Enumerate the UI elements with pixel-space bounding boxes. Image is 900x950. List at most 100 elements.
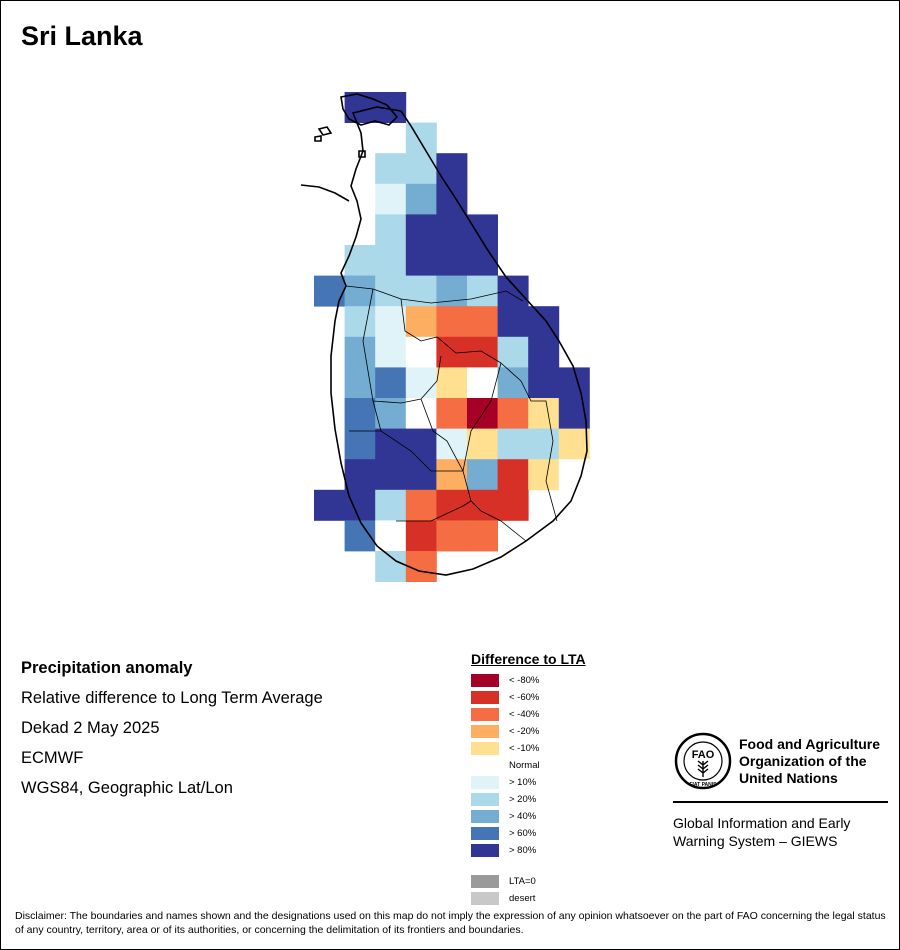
grid-cell xyxy=(375,489,407,521)
grid-cell xyxy=(344,336,376,368)
grid-cell xyxy=(405,153,437,185)
grid-cell xyxy=(405,122,437,154)
legend-label: LTA=0 xyxy=(509,876,536,887)
legend-swatch xyxy=(471,725,499,738)
grid-cell xyxy=(405,183,437,215)
info-heading: Precipitation anomaly xyxy=(21,659,193,677)
grid-cell xyxy=(375,306,407,338)
legend-item: < -40% xyxy=(471,707,586,724)
legend-label: > 40% xyxy=(509,811,537,822)
disclaimer: Disclaimer: The boundaries and names sho… xyxy=(15,910,886,936)
giews-name: Global Information and Early Warning Sys… xyxy=(673,815,851,849)
logo-divider xyxy=(673,801,888,803)
grid-cell xyxy=(344,92,376,123)
legend-swatch xyxy=(471,892,499,905)
legend-swatch xyxy=(471,844,499,857)
grid-cell xyxy=(314,489,345,521)
northern-islets xyxy=(314,126,366,158)
grid-cell xyxy=(467,428,498,460)
grid-cell xyxy=(436,245,468,276)
north-central-boundary xyxy=(400,298,502,364)
grid-cell xyxy=(436,367,468,399)
grid-cell xyxy=(405,489,437,521)
grid-cell xyxy=(405,214,437,246)
legend-item: > 20% xyxy=(471,792,586,809)
grid-cell xyxy=(528,398,560,429)
grid-cell xyxy=(436,275,468,307)
legend-item: < -20% xyxy=(471,724,586,741)
grid-cell xyxy=(528,306,560,338)
anomaly-grid xyxy=(314,92,590,582)
grid-cell xyxy=(467,275,498,307)
grid-cell xyxy=(405,398,437,429)
grid-cell xyxy=(558,459,590,491)
map-title: Sri Lanka xyxy=(21,21,143,51)
legend-swatch xyxy=(471,708,499,721)
coastline-outline xyxy=(300,93,588,576)
legend-label: < -60% xyxy=(509,692,540,703)
info-period: Dekad 2 May 2025 xyxy=(21,719,160,737)
grid-cell xyxy=(467,520,498,552)
grid-cell xyxy=(497,275,529,307)
legend-swatch xyxy=(471,742,499,755)
info-projection: WGS84, Geographic Lat/Lon xyxy=(21,779,233,797)
grid-cell xyxy=(344,275,376,307)
grid-cell xyxy=(344,520,376,552)
svg-text:FIAT PANIS: FIAT PANIS xyxy=(689,782,717,788)
grid-cell xyxy=(528,428,560,460)
info-subtitle: Relative difference to Long Term Average xyxy=(21,689,323,707)
grid-cell xyxy=(344,398,376,429)
mannar-coast xyxy=(300,184,350,202)
grid-cell xyxy=(405,245,437,276)
legend-swatch xyxy=(471,691,499,704)
grid-cell xyxy=(405,428,437,460)
grid-cell xyxy=(375,153,407,185)
grid-cell xyxy=(344,459,376,491)
legend-label: > 60% xyxy=(509,828,537,839)
grid-cell xyxy=(344,367,376,399)
uva-boundary xyxy=(500,362,558,522)
grid-cell xyxy=(497,336,529,368)
legend-item: desert xyxy=(471,891,586,908)
legend-title: Difference to LTA xyxy=(471,651,586,667)
legend-swatch xyxy=(471,875,499,888)
grid-cell xyxy=(405,459,437,491)
legend-swatch xyxy=(471,793,499,806)
grid-cell xyxy=(405,367,437,399)
grid-cell xyxy=(375,520,407,552)
legend-item: Normal xyxy=(471,758,586,775)
legend-item: < -60% xyxy=(471,690,586,707)
fao-emblem-icon: FAO FIAT PANIS xyxy=(674,732,732,790)
legend-label: < -40% xyxy=(509,709,540,720)
legend-label: < -20% xyxy=(509,726,540,737)
legend-item: > 80% xyxy=(471,843,586,860)
grid-cell xyxy=(405,336,437,368)
grid-cell xyxy=(436,520,468,552)
grid-cell xyxy=(314,275,345,307)
grid-cell xyxy=(467,245,498,276)
grid-cell xyxy=(375,336,407,368)
grid-cell xyxy=(436,459,468,491)
grid-cell xyxy=(436,398,468,429)
grid-cell xyxy=(467,489,498,521)
legend-swatch xyxy=(471,674,499,687)
island-coastline xyxy=(330,106,588,576)
grid-cell xyxy=(405,306,437,338)
grid-cell xyxy=(497,459,529,491)
legend-label: > 80% xyxy=(509,845,537,856)
grid-cell xyxy=(344,245,376,276)
org-name: Food and Agriculture Organization of the… xyxy=(739,736,881,786)
legend-item: > 60% xyxy=(471,826,586,843)
central-west-boundary xyxy=(362,288,442,404)
grid-cell xyxy=(375,459,407,491)
grid-cell xyxy=(375,214,407,246)
grid-cell xyxy=(436,214,468,246)
svg-text:FAO: FAO xyxy=(692,749,715,761)
legend-item: < -10% xyxy=(471,741,586,758)
legend: Difference to LTA < -80% < -60% < -40% < -2… xyxy=(471,651,586,908)
grid-cell xyxy=(375,183,407,215)
grid-cell xyxy=(467,367,498,399)
legend-swatch xyxy=(471,776,499,789)
grid-cell xyxy=(375,551,407,582)
